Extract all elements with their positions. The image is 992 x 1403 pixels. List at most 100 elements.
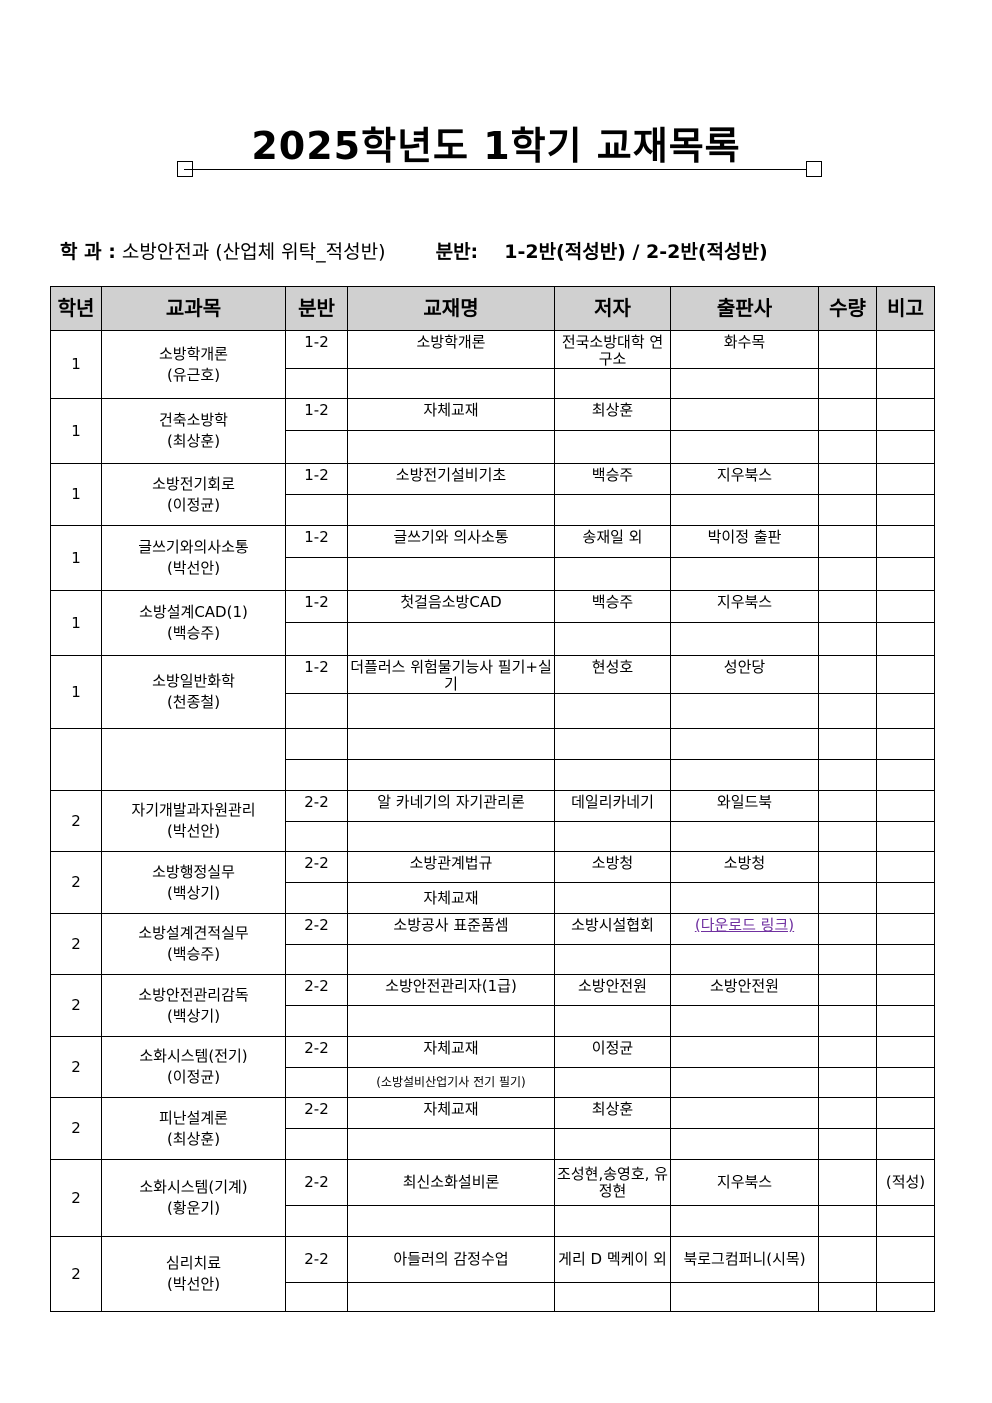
header-author: 저자: [554, 286, 671, 331]
cell-textbook: 최신소화설비론: [347, 1159, 555, 1206]
cell-author: [554, 882, 671, 914]
course-name: 심리치료: [165, 1254, 222, 1272]
cell-publisher: 성안당: [670, 655, 819, 694]
cell-author: [554, 759, 671, 791]
author-text: 현성호: [591, 658, 634, 676]
cell-quantity: [818, 913, 877, 945]
course-name: 소방일반화학: [152, 672, 235, 690]
cell-class: [285, 821, 348, 852]
publisher-text: 소방청: [723, 854, 766, 872]
table-row: 1 소방설계CAD(1) (백승주) 1-2 첫걸음소방CAD 백승주 지우북스: [50, 590, 935, 656]
cell-class: [285, 1205, 348, 1237]
cell-note: [876, 1067, 935, 1098]
cell-class: [285, 1005, 348, 1037]
cell-note: [876, 944, 935, 975]
cell-quantity: [818, 557, 877, 591]
cell-quantity: [818, 974, 877, 1006]
author-text: 전국소방대학 연구소: [561, 333, 664, 368]
cell-class: 1-2: [285, 655, 348, 694]
cell-publisher: [670, 882, 819, 914]
table-row: 2 소방설계견적실무 (백승주) 2-2 소방공사 표준품셈 소방시설협회 (다운로드 링크…: [50, 913, 935, 975]
cell-note: [876, 1005, 935, 1037]
course-instructor: (백상기): [166, 1006, 221, 1025]
cell-author: [554, 368, 671, 399]
cell-class: [285, 368, 348, 399]
cell-publisher: [670, 430, 819, 464]
download-link[interactable]: (다운로드 링크): [694, 916, 795, 934]
cell-author: [554, 944, 671, 975]
cell-quantity: [818, 655, 877, 694]
cell-textbook: [347, 728, 555, 760]
cell-class: 2-2: [285, 1236, 348, 1283]
textbook-text: 아들러의 감정수업: [393, 1250, 509, 1268]
cell-grade: 1: [50, 330, 102, 399]
cell-textbook: [347, 622, 555, 656]
cell-textbook: 자체교재: [347, 882, 555, 914]
cell-textbook: [347, 368, 555, 399]
cell-quantity: [818, 1128, 877, 1160]
cell-publisher: [670, 494, 819, 526]
cell-textbook: 더플러스 위험물기능사 필기+실기: [347, 655, 555, 694]
cell-course: 글쓰기와의사소통 (박선안): [101, 525, 286, 591]
cell-quantity: [818, 1036, 877, 1068]
class-text: 2-2: [304, 854, 329, 872]
cell-author: 게리 D 멕케이 외: [554, 1236, 671, 1283]
cell-author: [554, 821, 671, 852]
cell-quantity: [818, 759, 877, 791]
cell-grade: 1: [50, 525, 102, 591]
cell-author: 현성호: [554, 655, 671, 694]
course-instructor: (백승주): [166, 945, 221, 963]
course-instructor: (백승주): [166, 624, 221, 642]
cell-publisher: [670, 1036, 819, 1068]
cell-class: 1-2: [285, 330, 348, 369]
cell-textbook: [347, 1005, 555, 1037]
cell-grade: 1: [50, 655, 102, 729]
table-row: 자체교재: [51, 882, 935, 914]
course-instructor: (박선안): [166, 1275, 221, 1293]
cell-note: [876, 851, 935, 883]
publisher-text: 화수목: [723, 333, 766, 351]
cell-quantity: [818, 944, 877, 975]
course-instructor: (황운기): [166, 1199, 221, 1217]
title-rule: [184, 169, 814, 170]
table-row: [51, 1205, 935, 1237]
cell-class: [285, 1282, 348, 1312]
department-info: 학 과 : 소방안전과 (산업체 위탁_적성반) 분반: 1-2반(적성반) /…: [60, 237, 768, 264]
cell-author: 소방안전원: [554, 974, 671, 1006]
header-textbook: 교재명: [347, 286, 555, 331]
cell-textbook: 소방전기설비기초: [347, 463, 555, 495]
cell-author: [554, 1282, 671, 1312]
table-row: [51, 430, 935, 464]
cell-note: (적성): [876, 1159, 935, 1206]
cell-textbook: [347, 759, 555, 791]
author-text: 송재일 외: [582, 528, 643, 546]
cell-publisher: 북로그컴퍼니(시목): [670, 1236, 819, 1283]
cell-class: 1-2: [285, 398, 348, 431]
header-quantity: 수량: [818, 286, 877, 331]
cell-course: [101, 728, 286, 791]
cell-publisher: [670, 1128, 819, 1160]
cell-grade: [50, 728, 102, 791]
cell-course: 자기개발과자원관리 (박선안): [101, 790, 286, 852]
class-text: 1-2: [304, 401, 329, 419]
cell-publisher: 소방청: [670, 851, 819, 883]
header-note: 비고: [876, 286, 935, 331]
table-row: 1 소방일반화학 (천종철) 1-2 더플러스 위험물기능사 필기+실기 현성호 성안당: [50, 655, 935, 729]
course-instructor: (이정균): [166, 1068, 221, 1086]
cell-quantity: [818, 463, 877, 495]
cell-grade: 2: [50, 1097, 102, 1160]
cell-quantity: [818, 430, 877, 464]
cell-course: 소화시스템(기계) (황운기): [101, 1159, 286, 1237]
cell-note: [876, 974, 935, 1006]
table-row: [51, 1282, 935, 1312]
cell-class: [285, 944, 348, 975]
class-text: 2-2: [304, 1039, 329, 1057]
cell-class: [285, 430, 348, 464]
table-row: [50, 728, 935, 791]
cell-quantity: [818, 398, 877, 431]
cell-class: 1-2: [285, 525, 348, 558]
cell-author: [554, 728, 671, 760]
cell-note: [876, 1236, 935, 1283]
cell-textbook: (소방설비산업기사 전기 필기): [347, 1067, 555, 1098]
class-value: 1-2반(적성반) / 2-2반(적성반): [504, 241, 768, 263]
